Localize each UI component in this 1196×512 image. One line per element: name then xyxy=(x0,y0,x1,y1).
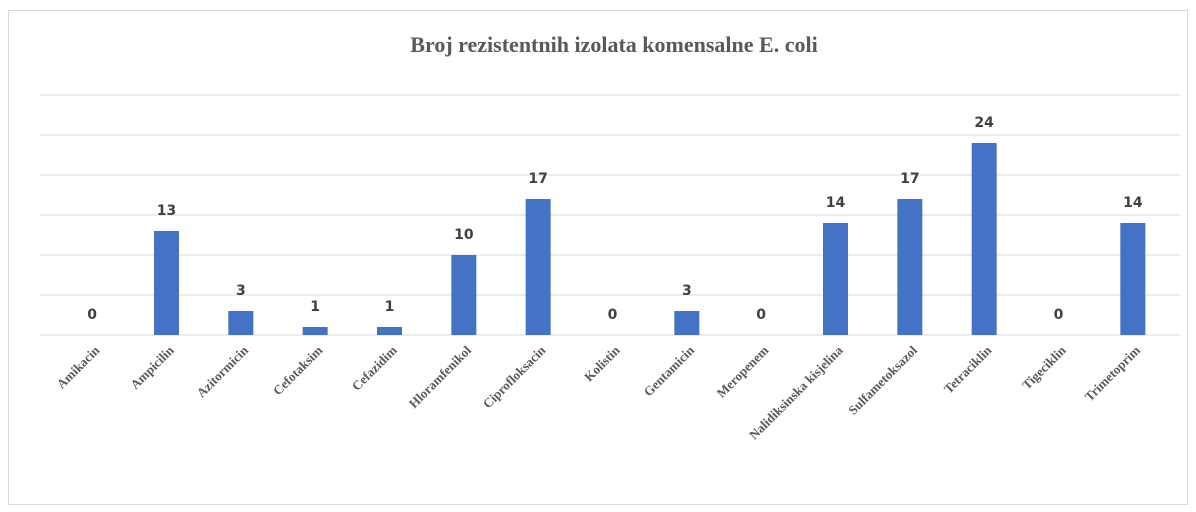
bar xyxy=(228,311,254,335)
bar xyxy=(971,143,997,335)
data-label: 1 xyxy=(385,299,395,315)
bar xyxy=(897,199,923,335)
data-label: 0 xyxy=(87,307,97,323)
bar xyxy=(525,199,551,335)
chart-title: Broj rezistentnih izolata komensalne E. … xyxy=(410,32,817,57)
data-label: 17 xyxy=(900,171,919,187)
data-label: 17 xyxy=(528,171,547,187)
bar xyxy=(823,223,848,335)
bar xyxy=(377,327,402,335)
data-label: 14 xyxy=(826,195,846,211)
bar xyxy=(451,255,477,335)
data-label: 14 xyxy=(1123,195,1143,211)
data-label: 0 xyxy=(756,307,766,323)
data-label: 3 xyxy=(682,283,692,299)
data-label: 0 xyxy=(1054,307,1064,323)
data-label: 13 xyxy=(157,203,176,219)
data-label: 3 xyxy=(236,283,246,299)
bar xyxy=(674,311,700,335)
data-label: 24 xyxy=(974,115,994,131)
bar xyxy=(302,327,328,335)
data-label: 10 xyxy=(454,227,474,243)
chart-frame xyxy=(8,10,1188,505)
bar xyxy=(1120,223,1146,335)
data-label: 0 xyxy=(608,307,618,323)
bar xyxy=(154,231,179,335)
data-label: 1 xyxy=(310,299,320,315)
